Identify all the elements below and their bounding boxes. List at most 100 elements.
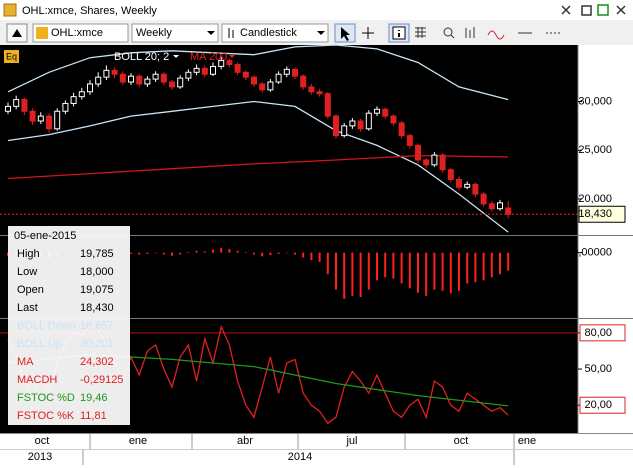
price-axis-background [578, 45, 633, 433]
histogram-bar [392, 252, 395, 279]
candle-body [357, 120, 364, 130]
histogram-bar [228, 248, 231, 253]
period-box[interactable] [131, 23, 219, 43]
crosshair-tool[interactable] [362, 27, 374, 39]
zoom-tool[interactable] [443, 27, 453, 37]
month-label: oct [35, 435, 50, 447]
candle-body [259, 83, 266, 91]
candle-body [398, 122, 405, 137]
indicator-line [7, 44, 509, 101]
grid-tool[interactable] [415, 27, 426, 38]
candle-body [242, 71, 249, 78]
candle-body [54, 110, 61, 130]
histogram-bar [318, 252, 321, 262]
y-tick-label: 20,000 [578, 193, 612, 205]
histogram-bar [482, 252, 485, 281]
candle-body [349, 120, 356, 127]
histogram-bar [441, 252, 444, 291]
histogram-bar [244, 252, 247, 253]
legend-indicator[interactable]: BOLL 20; 2 [114, 51, 169, 63]
style-box[interactable] [221, 23, 329, 43]
histogram-bar [187, 252, 190, 253]
maximize-button[interactable] [561, 5, 571, 15]
histogram-bar [490, 252, 493, 278]
info-value: -0,29125 [80, 374, 123, 386]
month-label: jul [345, 435, 357, 447]
candle-body [251, 76, 257, 85]
candle-body [324, 93, 331, 117]
y-tick-label: 50,00 [584, 363, 612, 375]
candle-body [136, 75, 143, 85]
histogram-bar [302, 252, 305, 258]
info-date: 05-ene-2015 [14, 230, 76, 242]
candle-body [144, 78, 151, 85]
tool-icons[interactable] [415, 27, 560, 40]
y-tick-label: 25,000 [578, 144, 612, 156]
histogram-bar [474, 252, 477, 283]
histogram-bar [310, 252, 313, 261]
info-rows: High 19,785 Low 18,000 Open 19,075 Last 18,430 B… [17, 248, 123, 422]
candle-body [70, 96, 77, 104]
window-title: OHL:xmce, Shares, Weekly [22, 5, 157, 17]
histogram-bar [171, 252, 173, 256]
badge-label: Eq [6, 51, 17, 61]
period[interactable]: Weekly [136, 27, 172, 39]
time-axis-background [0, 433, 633, 468]
candle-body [423, 159, 430, 166]
histogram-bar [458, 252, 460, 291]
info-label: Last [17, 302, 38, 314]
zoom-handle [450, 34, 455, 39]
histogram-bar [425, 252, 428, 296]
month-label: ene [129, 435, 147, 447]
candle-body [365, 112, 372, 130]
candle-body [13, 99, 20, 107]
close-button[interactable] [616, 5, 626, 15]
histogram-bar [261, 252, 264, 257]
histogram-bar [376, 252, 378, 281]
histogram-bar [367, 252, 370, 290]
histogram-bar [294, 252, 296, 255]
histogram-bar [400, 252, 403, 284]
histogram-bar [154, 252, 157, 254]
bars-tool[interactable] [465, 27, 475, 38]
restore-button[interactable] [581, 5, 592, 16]
candle-body [267, 81, 274, 91]
info-value: 11,81 [80, 410, 107, 422]
histogram-bar [220, 247, 223, 253]
indicator-tool[interactable] [487, 30, 505, 40]
histogram-bar [162, 252, 165, 255]
histogram-bar [499, 252, 501, 275]
histogram-bar [343, 252, 346, 299]
histogram-bar [212, 249, 214, 253]
candle-icon [228, 28, 234, 38]
info-label: FSTOC %D [17, 392, 75, 404]
y-tick-label: 30,000 [578, 95, 612, 107]
symbol-box[interactable] [32, 23, 129, 43]
histogram-bar [277, 252, 280, 254]
info-label: MA [17, 356, 34, 368]
candle-body [275, 73, 282, 83]
badge [4, 50, 19, 63]
candle-body [29, 110, 36, 122]
candle-body [292, 68, 298, 77]
chart-style[interactable]: Candlestick [240, 27, 297, 39]
info-value: 24,302 [80, 356, 114, 368]
candle-body [390, 115, 397, 124]
legend-indicator[interactable]: MA 200 [190, 51, 227, 63]
candle-body [488, 203, 495, 210]
last-price-label: 18,430 [578, 208, 612, 220]
candle-body [283, 68, 290, 75]
candle-body [5, 105, 11, 112]
candle-body [226, 60, 233, 65]
histogram-bar [203, 251, 206, 253]
histogram-bar [146, 252, 149, 254]
window-buttons[interactable] [561, 4, 626, 16]
histogram-bar [326, 252, 329, 275]
candle-body [95, 76, 102, 85]
candle-body [128, 75, 134, 83]
candle-body [300, 75, 307, 88]
indicator-line [7, 100, 509, 233]
candle-body [472, 183, 479, 195]
dock-button[interactable] [597, 4, 609, 16]
symbol[interactable]: OHL:xmce [51, 27, 103, 39]
